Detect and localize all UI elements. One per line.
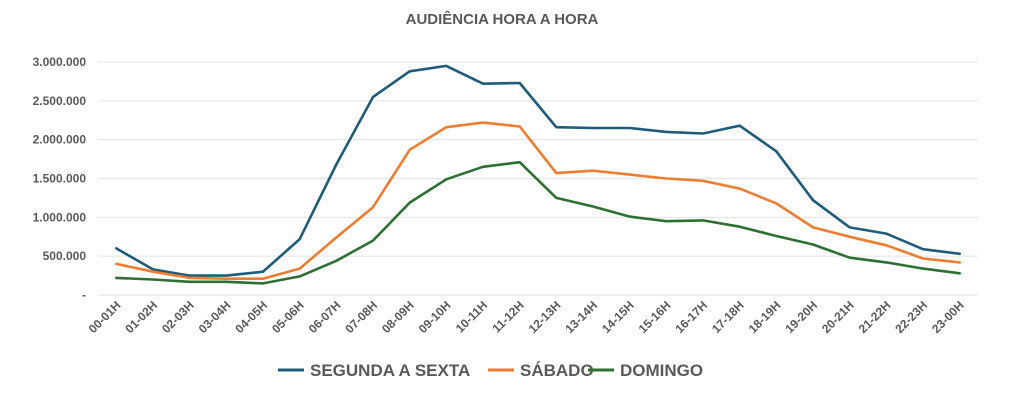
y-tick-label: 2.500.000 [33,94,87,108]
chart-title: AUDIÊNCIA HORA A HORA [406,10,599,28]
x-tick-label: 00-01H [86,298,124,336]
x-tick-label: 06-07H [306,298,344,336]
x-tick-label: 20-21H [819,298,857,336]
legend: SEGUNDA A SEXTA SÁBADO DOMINGO [278,361,703,380]
legend-label: SÁBADO [520,361,594,380]
gridlines [98,61,978,296]
x-tick-label: 14-15H [599,298,637,336]
x-tick-label: 09-10H [416,298,454,336]
y-tick-label: 1.000.000 [33,210,87,224]
series-line-1 [115,64,962,277]
y-tick-label: 2.000.000 [33,133,87,147]
x-tick-label: 03-04H [196,298,234,336]
x-tick-label: 21-22H [856,298,894,336]
series-line-2 [115,121,962,281]
x-tick-label: 18-19H [746,298,784,336]
y-tick-label: 500.000 [43,249,87,263]
x-tick-label: 17-18H [709,298,747,336]
x-tick-label: 22-23H [892,298,930,336]
x-tick-label: 19-20H [782,298,820,336]
x-tick-label: 10-11H [453,298,490,335]
x-axis-ticks: 00-01H01-02H02-03H03-04H04-05H05-06H06-0… [86,298,967,336]
x-tick-label: 08-09H [379,298,417,336]
x-tick-label: 05-06H [269,298,307,336]
y-tick-label: 3.000.000 [33,55,87,69]
series-line-3 [115,160,962,285]
series-lines [115,64,962,285]
legend-label: SEGUNDA A SEXTA [310,361,470,380]
x-tick-label: 12-13H [526,298,564,336]
y-tick-label: 1.500.000 [33,172,87,186]
x-tick-label: 01-02H [122,298,160,336]
x-tick-label: 07-08H [342,298,380,336]
x-tick-label: 04-05H [232,298,270,336]
y-axis-ticks: - 500.000 1.000.000 1.500.000 2.000.000 2.500… [33,55,87,302]
x-tick-label: 11-12H [490,298,527,335]
y-tick-label: - [82,288,86,302]
x-tick-label: 02-03H [159,298,197,336]
x-tick-label: 13-14H [562,298,600,336]
x-tick-label: 23-00H [929,298,967,336]
x-tick-label: 15-16H [636,298,674,336]
x-tick-label: 16-17H [672,298,710,336]
legend-label: DOMINGO [620,361,703,380]
